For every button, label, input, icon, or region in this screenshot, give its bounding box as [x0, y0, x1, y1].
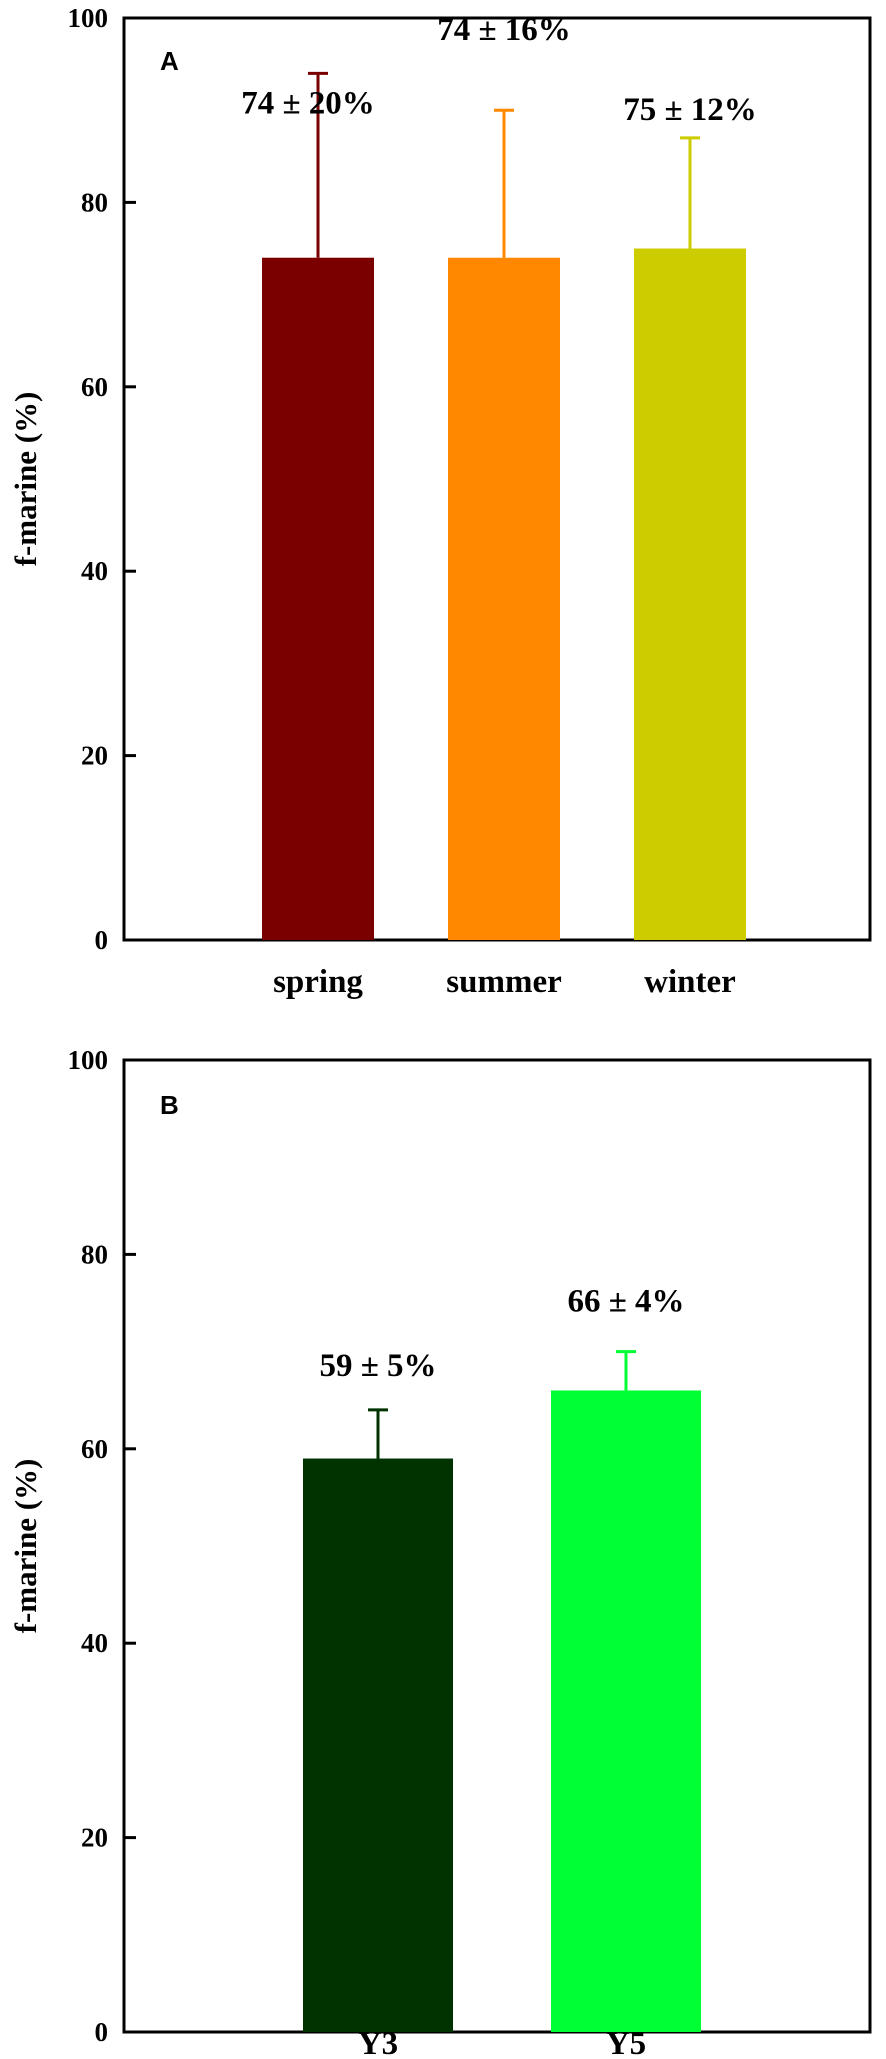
- chart-b-category-label: Y3: [358, 2026, 398, 2059]
- chart-a-y-tick-label: 100: [68, 3, 109, 33]
- chart-a-y-axis-label: f-marine (%): [8, 392, 43, 567]
- chart-a-y-tick-label: 0: [95, 925, 109, 955]
- chart-b-data-label: 66 ± 4%: [567, 1284, 684, 1320]
- chart-b-y-tick-label: 60: [81, 1434, 108, 1464]
- chart-a-bar-summer: [448, 257, 560, 941]
- chart-b-bar-y3: [303, 1458, 453, 2032]
- chart-a-y-tick-label: 20: [81, 741, 108, 771]
- chart-b-y-tick-label: 40: [81, 1628, 108, 1658]
- chart-b-data-label: 59 ± 5%: [319, 1348, 436, 1384]
- chart-b-category-label: Y5: [606, 2026, 646, 2059]
- chart-a-y-tick-label: 40: [81, 556, 108, 586]
- chart-a-data-label: 75 ± 12%: [623, 92, 757, 128]
- chart-b-y-tick-label: 100: [68, 1045, 109, 1075]
- chart-a-panel-letter: A: [160, 46, 179, 76]
- chart-a-data-label: 74 ± 16%: [437, 12, 571, 48]
- chart-b-y-axis-label: f-marine (%): [8, 1459, 43, 1634]
- chart-a-y-tick-label: 80: [81, 187, 108, 217]
- chart-a-bar-winter: [634, 248, 746, 940]
- chart-b-y-tick-label: 0: [95, 2017, 109, 2047]
- chart-a-bar-spring: [262, 257, 374, 941]
- chart-a-data-label: 74 ± 20%: [241, 85, 375, 121]
- chart-b-y-tick-label: 20: [81, 1823, 108, 1853]
- chart-b-plot-frame: [122, 1058, 872, 2034]
- chart-b-panel-letter: B: [160, 1090, 179, 1120]
- chart-a-category-label: winter: [644, 964, 736, 1000]
- chart-panel-b: 0 20 40 60 80 100 f-marine (%) B Y3 59 ± 5% Y5 66 ±…: [8, 1045, 872, 2059]
- chart-a-y-tick-label: 60: [81, 372, 108, 402]
- chart-b-y-tick-label: 80: [81, 1239, 108, 1269]
- chart-a-category-label: summer: [446, 964, 561, 1000]
- chart-b-bar-y5: [551, 1390, 701, 2032]
- chart-a-category-label: spring: [273, 964, 363, 1000]
